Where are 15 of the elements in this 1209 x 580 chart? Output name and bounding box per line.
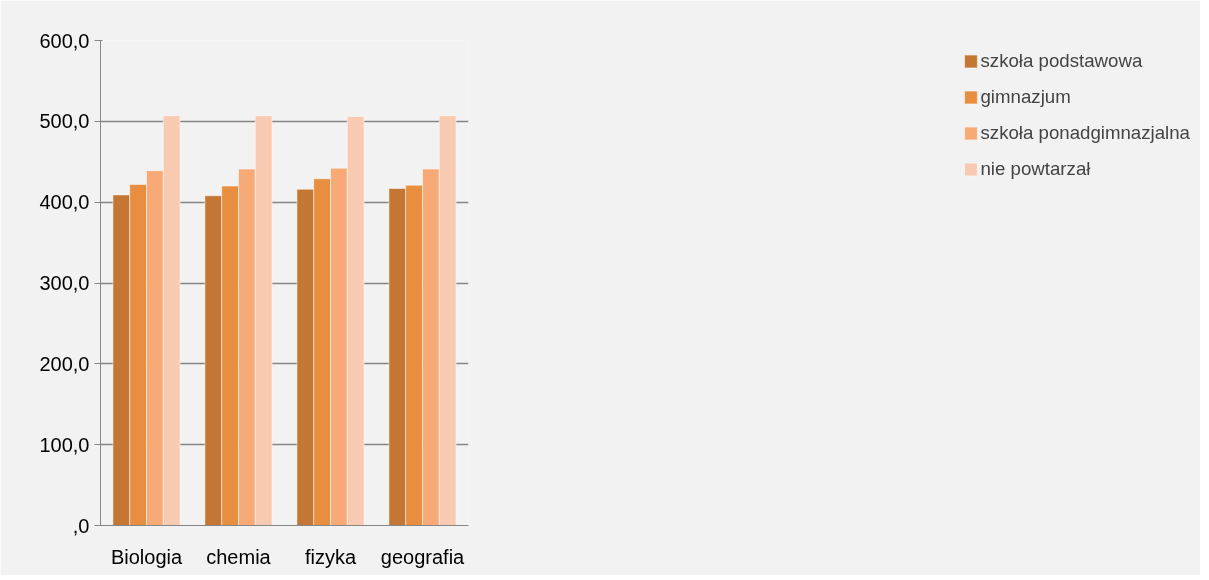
legend-label: nie powtarzał — [980, 158, 1091, 180]
x-tick-label: Biologia — [110, 545, 183, 568]
y-tick-label: 400,0 — [39, 191, 90, 214]
x-tick-label: chemia — [206, 545, 272, 568]
y-tick-label: 300,0 — [39, 272, 90, 294]
y-tick-label: 100,0 — [39, 433, 90, 456]
legend-label: szkoła podstawowa — [980, 50, 1143, 72]
y-tick-label: 500,0 — [39, 110, 90, 133]
x-tick-label: geografia — [380, 545, 466, 568]
y-tick-label: 600,0 — [39, 29, 90, 52]
y-tick-label: ,0 — [72, 514, 90, 537]
y-tick-label: 200,0 — [39, 352, 90, 375]
legend-label: gimnazjum — [980, 86, 1071, 108]
legend-label: szkoła ponadgimnazjalna — [980, 122, 1190, 144]
x-tick-label: fizyka — [304, 545, 357, 568]
